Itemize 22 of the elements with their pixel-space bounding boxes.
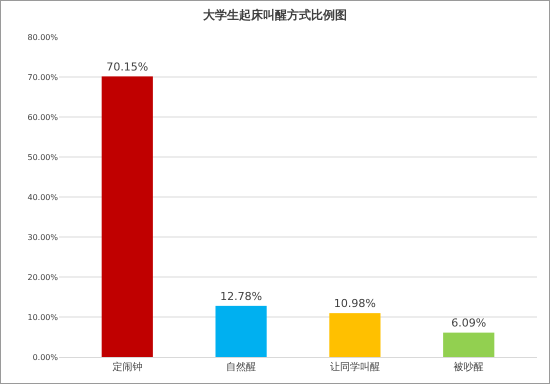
y-tick-label: 30.00%	[27, 232, 58, 242]
y-tick-label: 10.00%	[27, 312, 58, 322]
x-tick-label: 让同学叫醒	[330, 361, 380, 373]
data-label: 10.98%	[334, 297, 376, 310]
y-tick-label: 20.00%	[27, 272, 58, 282]
bar	[215, 306, 267, 357]
x-tick-label: 定闹钟	[112, 361, 142, 373]
y-tick-label: 70.00%	[27, 72, 58, 82]
y-tick-label: 50.00%	[27, 152, 58, 162]
x-tick-label: 自然醒	[226, 361, 256, 373]
data-label: 6.09%	[451, 316, 486, 330]
x-tick-label: 被吵醒	[454, 361, 484, 373]
data-label: 70.15%	[106, 60, 148, 74]
y-tick-label: 60.00%	[27, 112, 58, 122]
bar	[443, 332, 494, 357]
y-tick-label: 0.00%	[32, 352, 58, 362]
y-tick-label: 40.00%	[27, 192, 58, 202]
y-tick-label: 80.00%	[27, 32, 58, 42]
data-label: 12.78%	[220, 290, 262, 303]
chart-title: 大学生起床叫醒方式比例图	[203, 8, 347, 22]
bar	[102, 76, 153, 357]
bar	[329, 313, 381, 357]
